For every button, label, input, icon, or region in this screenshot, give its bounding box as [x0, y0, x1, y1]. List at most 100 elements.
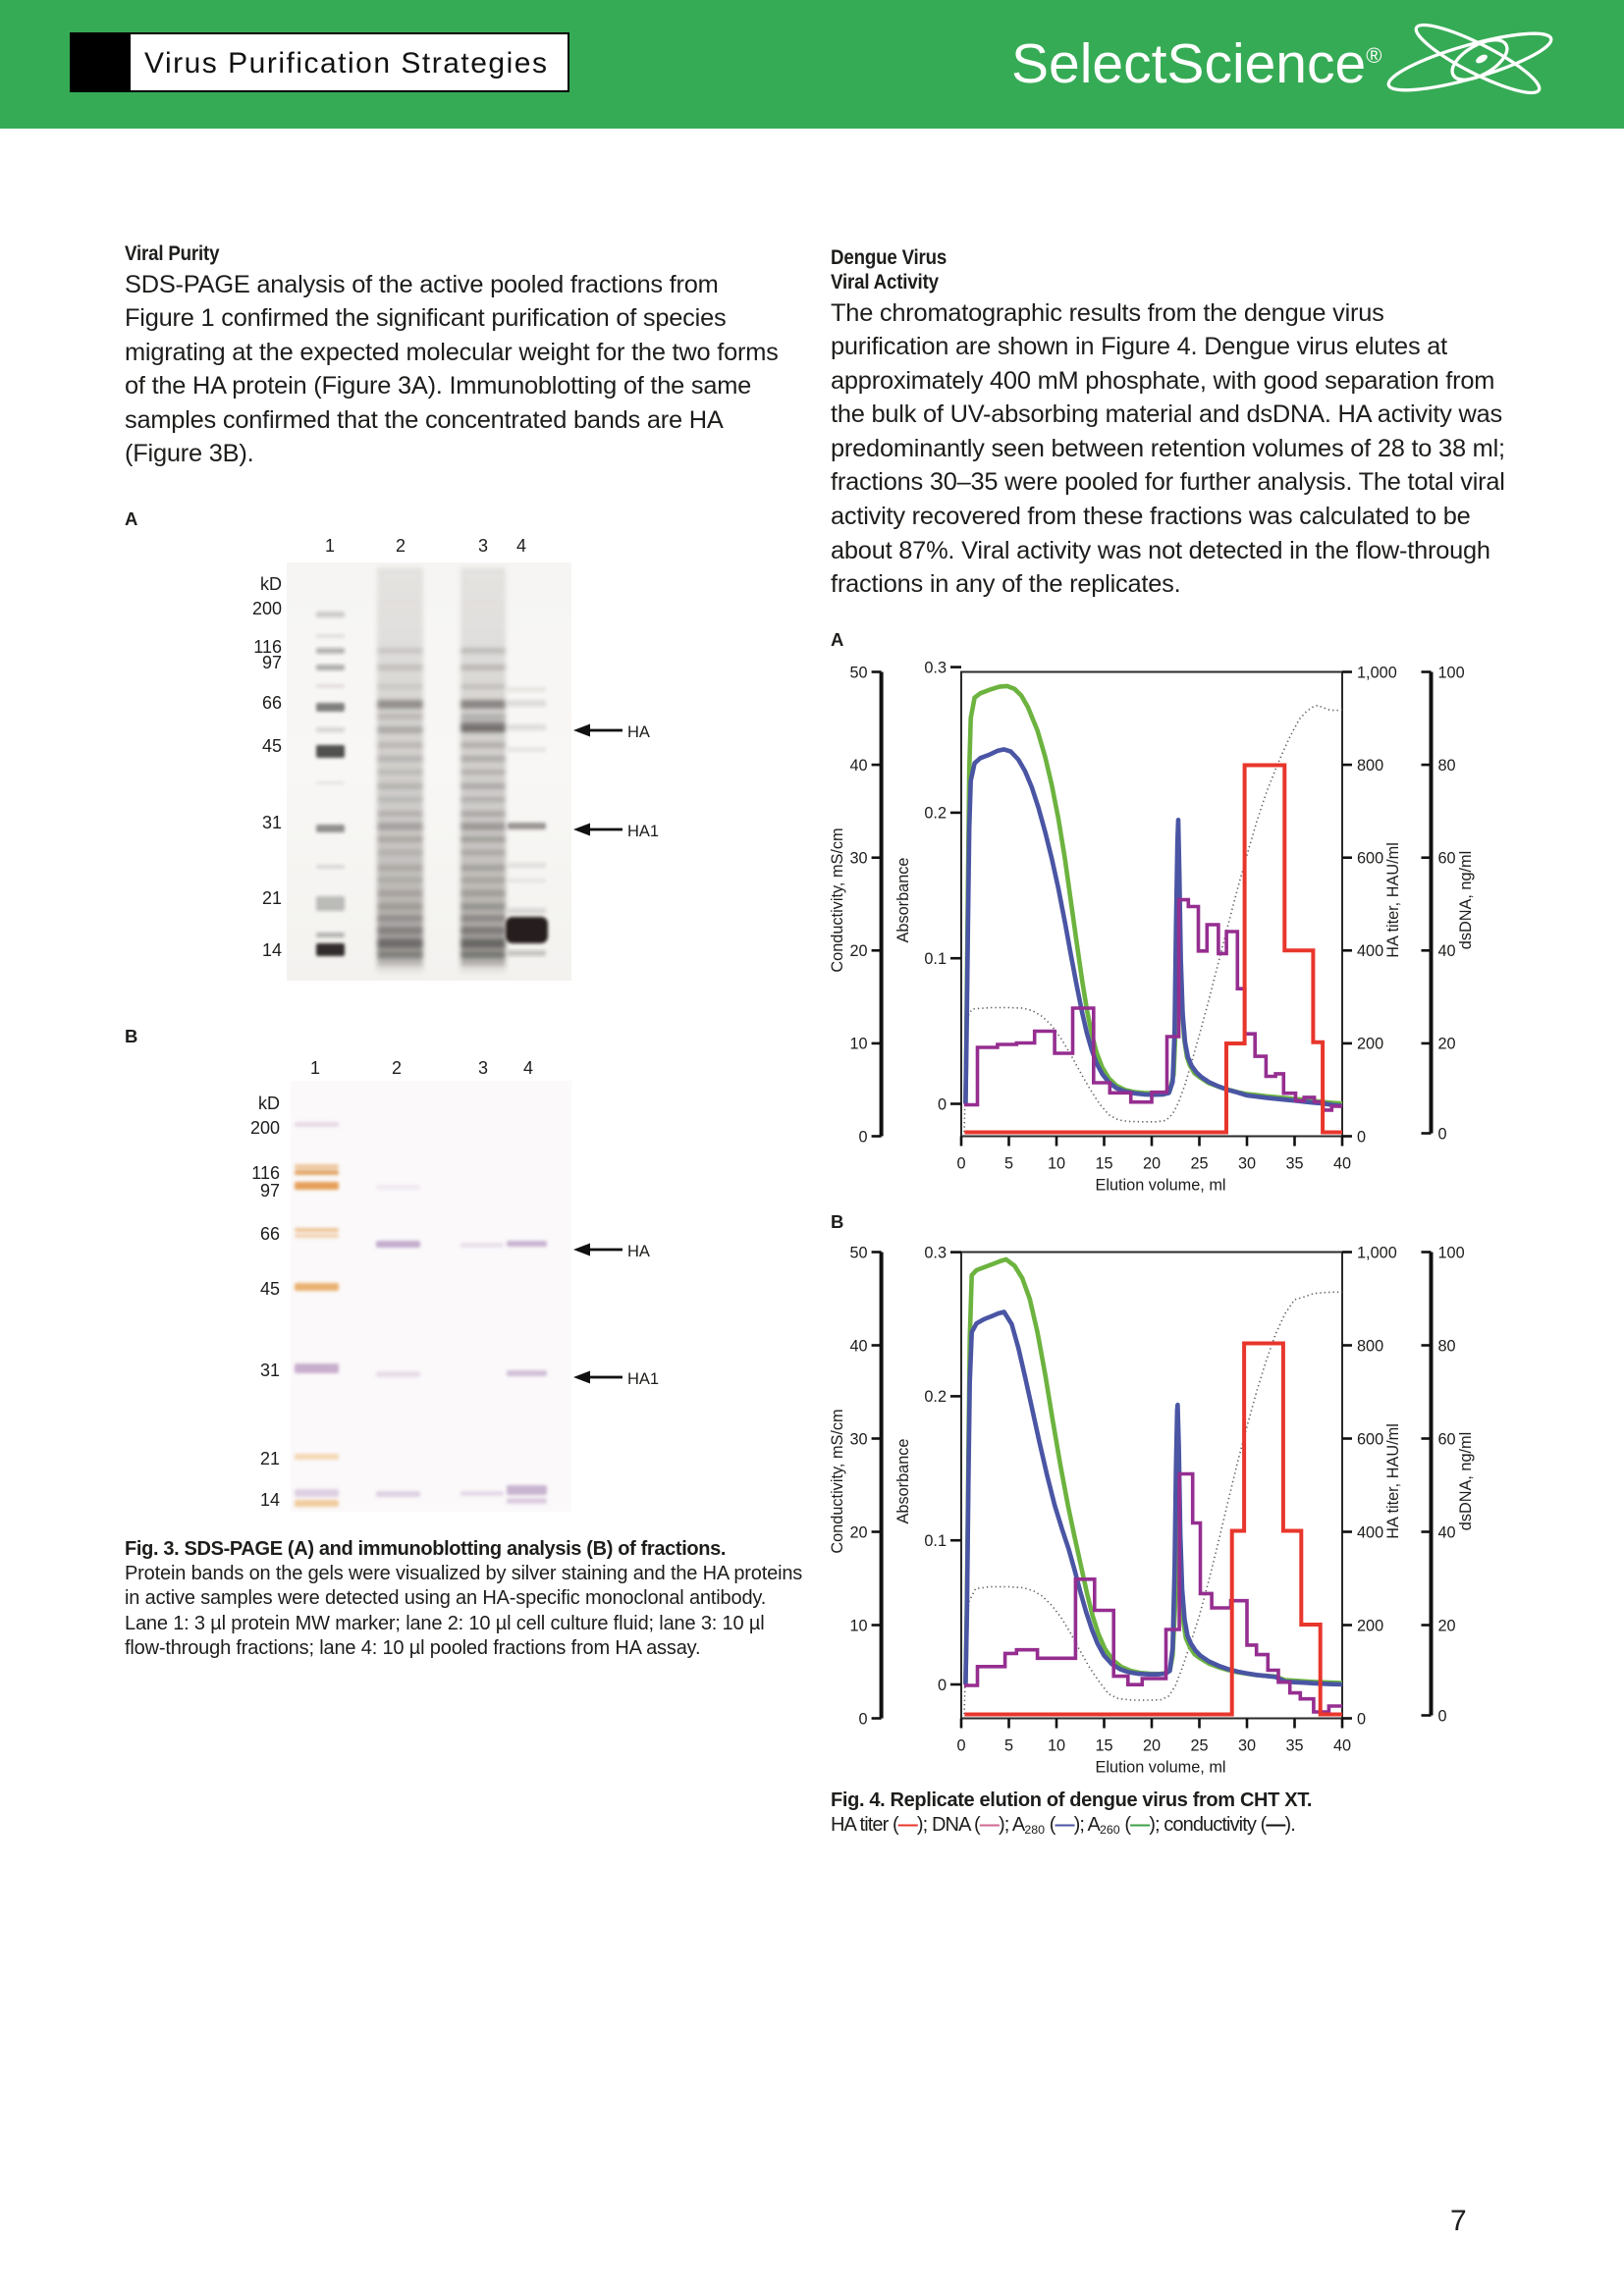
svg-text:HA1: HA1: [627, 1370, 659, 1388]
svg-text:116: 116: [251, 1163, 280, 1183]
svg-text:200: 200: [250, 1118, 280, 1138]
svg-text:HA titer, HAU/ml: HA titer, HAU/ml: [1384, 1423, 1402, 1539]
svg-text:Absorbance: Absorbance: [894, 1439, 912, 1524]
svg-text:10: 10: [849, 1036, 867, 1053]
svg-text:0: 0: [956, 1155, 965, 1173]
svg-text:HA titer, HAU/ml: HA titer, HAU/ml: [1384, 842, 1402, 958]
svg-text:60: 60: [1438, 1430, 1456, 1448]
svg-text:30: 30: [1238, 1737, 1256, 1755]
svg-text:40: 40: [1438, 1523, 1456, 1541]
svg-text:30: 30: [849, 850, 867, 868]
svg-text:97: 97: [260, 1181, 280, 1201]
svg-text:45: 45: [262, 736, 282, 756]
svg-text:HA: HA: [627, 723, 650, 741]
svg-text:0: 0: [938, 1095, 947, 1113]
svg-text:20: 20: [1438, 1036, 1456, 1053]
svg-text:HA: HA: [627, 1243, 650, 1260]
svg-text:200: 200: [1357, 1617, 1383, 1634]
svg-text:5: 5: [1004, 1737, 1013, 1755]
svg-text:0: 0: [1438, 1125, 1447, 1143]
svg-text:100: 100: [1438, 1244, 1465, 1261]
svg-text:10: 10: [1048, 1737, 1065, 1755]
svg-text:40: 40: [1333, 1737, 1351, 1755]
svg-text:97: 97: [262, 653, 282, 672]
svg-text:A: A: [831, 629, 843, 650]
svg-text:20: 20: [1143, 1155, 1161, 1173]
svg-text:0.3: 0.3: [924, 1244, 947, 1261]
svg-text:kD: kD: [258, 1094, 280, 1113]
svg-text:50: 50: [849, 1244, 867, 1261]
svg-text:dsDNA, ng/ml: dsDNA, ng/ml: [1457, 851, 1475, 949]
svg-text:20: 20: [849, 1523, 867, 1541]
svg-text:0.1: 0.1: [924, 1532, 947, 1550]
svg-text:Elution volume, ml: Elution volume, ml: [1095, 1177, 1225, 1195]
svg-text:15: 15: [1095, 1737, 1112, 1755]
svg-text:35: 35: [1285, 1737, 1303, 1755]
svg-text:10: 10: [849, 1617, 867, 1634]
svg-text:80: 80: [1438, 1337, 1456, 1355]
svg-text:0: 0: [1357, 1128, 1366, 1146]
svg-text:40: 40: [1438, 942, 1456, 960]
svg-text:30: 30: [849, 1430, 867, 1448]
svg-text:400: 400: [1357, 1523, 1383, 1541]
svg-text:14: 14: [260, 1490, 280, 1510]
svg-text:0.3: 0.3: [924, 659, 947, 676]
svg-text:25: 25: [1190, 1737, 1208, 1755]
svg-text:B: B: [125, 1026, 137, 1046]
svg-text:0: 0: [938, 1677, 947, 1694]
svg-text:25: 25: [1190, 1155, 1208, 1173]
svg-text:21: 21: [260, 1449, 280, 1468]
svg-text:Absorbance: Absorbance: [894, 858, 912, 943]
svg-text:dsDNA, ng/ml: dsDNA, ng/ml: [1457, 1432, 1475, 1530]
svg-text:5: 5: [1004, 1155, 1013, 1173]
svg-text:0: 0: [859, 1128, 868, 1146]
svg-text:100: 100: [1438, 664, 1465, 681]
svg-text:1: 1: [325, 536, 335, 556]
svg-text:50: 50: [849, 664, 867, 681]
svg-text:20: 20: [1143, 1737, 1161, 1755]
svg-text:31: 31: [262, 813, 282, 832]
svg-text:800: 800: [1357, 757, 1383, 774]
svg-text:200: 200: [1357, 1036, 1383, 1053]
svg-text:400: 400: [1357, 942, 1383, 960]
svg-text:0: 0: [1438, 1707, 1447, 1725]
svg-text:4: 4: [523, 1058, 533, 1078]
svg-text:66: 66: [260, 1224, 280, 1244]
svg-text:0.2: 0.2: [924, 1388, 947, 1406]
svg-text:40: 40: [849, 757, 867, 774]
svg-text:2: 2: [396, 536, 406, 556]
svg-text:Elution volume, ml: Elution volume, ml: [1095, 1759, 1225, 1777]
svg-text:31: 31: [260, 1361, 280, 1380]
svg-text:66: 66: [262, 693, 282, 713]
svg-text:21: 21: [262, 888, 282, 908]
svg-text:1,000: 1,000: [1357, 664, 1397, 681]
svg-text:2: 2: [392, 1058, 402, 1078]
svg-text:14: 14: [262, 940, 282, 960]
svg-text:600: 600: [1357, 1430, 1383, 1448]
svg-text:200: 200: [252, 599, 282, 618]
svg-text:4: 4: [516, 536, 526, 556]
svg-text:60: 60: [1438, 850, 1456, 868]
svg-text:A: A: [125, 508, 137, 529]
svg-text:600: 600: [1357, 850, 1383, 868]
svg-text:20: 20: [849, 942, 867, 960]
svg-text:80: 80: [1438, 757, 1456, 774]
svg-text:0: 0: [1357, 1710, 1366, 1728]
svg-text:Conductivity, mS/cm: Conductivity, mS/cm: [829, 828, 846, 972]
svg-text:1: 1: [310, 1058, 320, 1078]
svg-text:Conductivity, mS/cm: Conductivity, mS/cm: [829, 1409, 846, 1553]
svg-text:10: 10: [1048, 1155, 1065, 1173]
svg-text:20: 20: [1438, 1617, 1456, 1634]
svg-text:B: B: [831, 1211, 843, 1232]
svg-text:35: 35: [1285, 1155, 1303, 1173]
svg-text:1,000: 1,000: [1357, 1244, 1397, 1261]
svg-text:0: 0: [859, 1710, 868, 1728]
svg-text:3: 3: [478, 1058, 488, 1078]
svg-text:30: 30: [1238, 1155, 1256, 1173]
svg-text:45: 45: [260, 1279, 280, 1299]
svg-text:40: 40: [1333, 1155, 1351, 1173]
svg-text:kD: kD: [260, 574, 282, 594]
svg-text:0: 0: [956, 1737, 965, 1755]
svg-text:3: 3: [478, 536, 488, 556]
svg-text:0.1: 0.1: [924, 950, 947, 968]
